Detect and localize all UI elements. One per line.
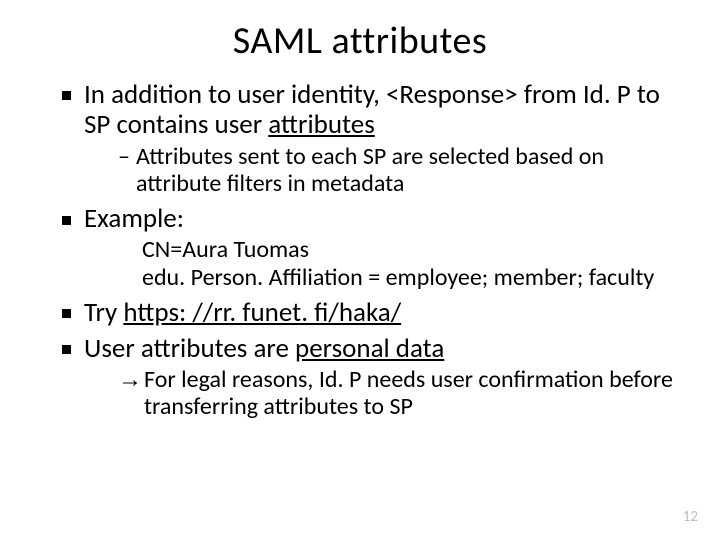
bullet-4-arrow: For legal reasons, Id. P needs user conf… xyxy=(118,366,680,421)
example-line-1: CN=Aura Tuomas xyxy=(142,236,680,264)
slide: SAML attributes In addition to user iden… xyxy=(0,0,720,540)
bullet-3-link: https: //rr. funet. fi/haka/ xyxy=(123,296,401,329)
bullet-1-sub: Attributes sent to each SP are selected … xyxy=(118,144,680,198)
bullet-4-text: User attributes are xyxy=(84,332,295,365)
bullet-2-text: Example: xyxy=(84,202,184,235)
bullet-1-sublist: Attributes sent to each SP are selected … xyxy=(84,144,680,198)
bullet-1: In addition to user identity, <Response>… xyxy=(62,80,680,198)
bullet-list: In addition to user identity, <Response>… xyxy=(40,80,680,421)
bullet-1-underline: attributes xyxy=(268,108,375,141)
example-block: CN=Aura Tuomas edu. Person. Affiliation … xyxy=(84,236,680,291)
bullet-2: Example: CN=Aura Tuomas edu. Person. Aff… xyxy=(62,204,680,291)
bullet-3: Try https: //rr. funet. fi/haka/ xyxy=(62,298,680,328)
bullet-4-sublist: For legal reasons, Id. P needs user conf… xyxy=(84,366,680,421)
slide-title: SAML attributes xyxy=(40,18,680,64)
bullet-4-underline: personal data xyxy=(295,332,444,365)
bullet-4: User attributes are personal data For le… xyxy=(62,334,680,421)
example-line-2: edu. Person. Affiliation = employee; mem… xyxy=(142,264,680,292)
bullet-3-text: Try xyxy=(84,296,123,329)
page-number: 12 xyxy=(683,508,698,526)
